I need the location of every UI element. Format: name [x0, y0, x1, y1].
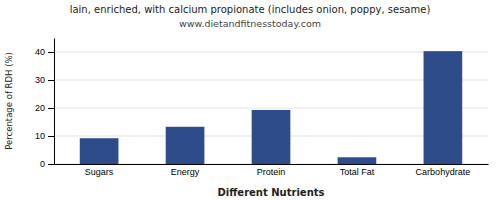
y-tick: 0 — [40, 159, 54, 169]
grid-line — [54, 108, 488, 109]
y-tick-label: 10 — [35, 131, 45, 141]
x-axis: Sugars Energy Protein Total Fat Carbohydrate — [55, 165, 489, 178]
y-axis-line — [54, 39, 55, 165]
bar — [80, 138, 119, 164]
x-tick-label: Carbohydrate — [416, 167, 471, 177]
x-tick-label: Total Fat — [340, 167, 375, 177]
x-tick-label: Protein — [257, 167, 286, 177]
bar — [338, 157, 377, 164]
bars — [80, 51, 462, 164]
x-tick: Sugars — [85, 167, 114, 177]
x-tick: Total Fat — [340, 167, 375, 177]
x-tick: Protein — [257, 167, 286, 177]
y-tick: 10 — [35, 131, 54, 141]
y-tick-label: 30 — [35, 75, 45, 85]
chart-container: lain, enriched, with calcium propionate … — [0, 0, 500, 200]
x-tick-label: Sugars — [85, 167, 114, 177]
y-tick: 40 — [35, 47, 54, 57]
y-tick-mark — [48, 136, 54, 137]
y-tick-mark — [48, 52, 54, 53]
y-tick: 30 — [35, 75, 54, 85]
y-tick-label: 20 — [35, 103, 45, 113]
bar — [424, 51, 463, 164]
x-tick-label: Energy — [171, 167, 200, 177]
y-tick: 20 — [35, 103, 54, 113]
bar — [166, 127, 205, 164]
subtitle: www.dietandfitnesstoday.com — [179, 18, 321, 29]
y-tick-label: 40 — [35, 47, 45, 57]
y-tick-mark — [48, 164, 54, 165]
chart-svg: lain, enriched, with calcium propionate … — [0, 0, 500, 200]
grid — [54, 52, 488, 164]
y-axis-title: Percentage of RDH (%) — [4, 52, 14, 150]
grid-line — [54, 80, 488, 81]
grid-line — [54, 52, 488, 53]
title: lain, enriched, with calcium propionate … — [70, 4, 431, 15]
x-axis-line — [55, 164, 489, 165]
y-tick-mark — [48, 80, 54, 81]
x-tick: Energy — [171, 167, 200, 177]
x-tick: Carbohydrate — [416, 167, 471, 177]
y-axis: 0 10 20 30 40 — [35, 39, 55, 170]
plot: Sugars Energy Protein Total Fat Carbohydrate… — [35, 39, 489, 178]
y-tick-label: 0 — [40, 159, 45, 169]
x-axis-title: Different Nutrients — [218, 187, 325, 198]
y-tick-mark — [48, 108, 54, 109]
bar — [252, 110, 291, 164]
